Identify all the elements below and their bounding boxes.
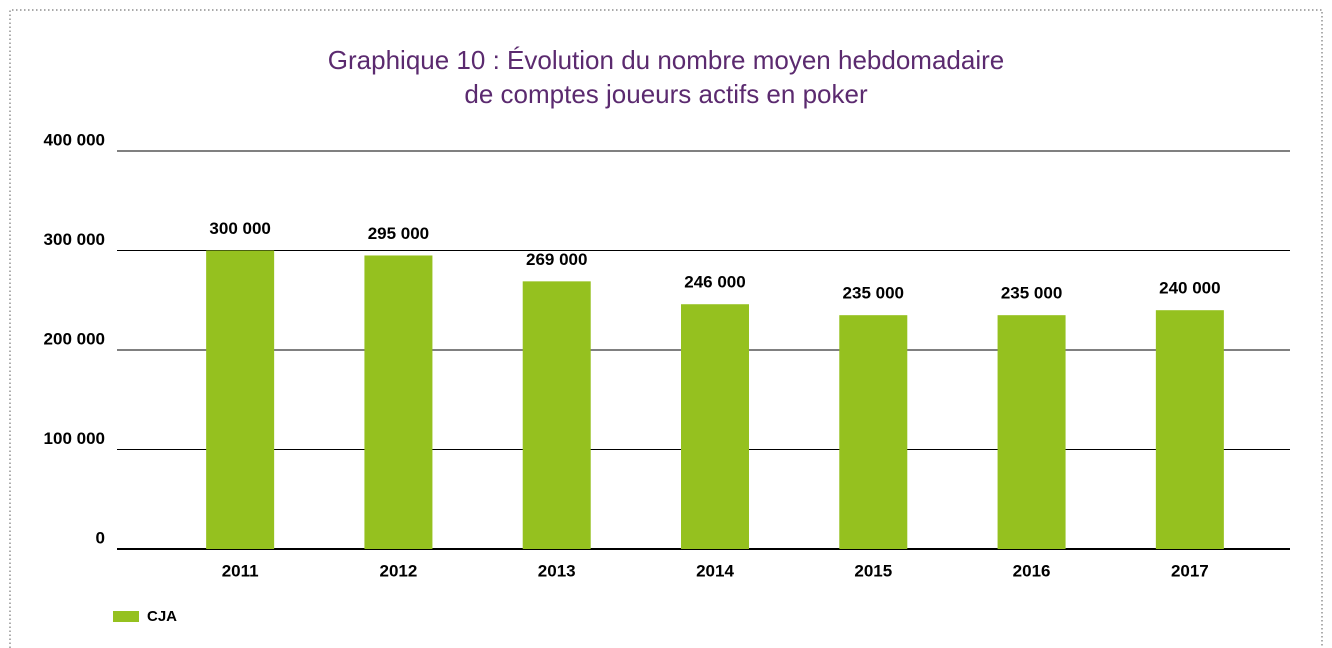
y-tick-label: 400 000: [44, 130, 105, 149]
x-tick-label: 2011: [222, 561, 259, 580]
x-tick-label: 2016: [1013, 561, 1051, 580]
x-tick-label: 2014: [696, 561, 734, 580]
y-tick-label: 100 000: [44, 429, 105, 448]
data-label: 235 000: [843, 284, 904, 303]
bar: [681, 304, 749, 549]
data-label: 295 000: [368, 224, 429, 243]
legend-label: CJA: [147, 608, 177, 625]
bar: [1155, 310, 1224, 549]
data-label: 269 000: [526, 250, 587, 269]
y-tick-label: 300 000: [44, 230, 105, 249]
data-label: 235 000: [1001, 284, 1062, 303]
frame: [9, 9, 1323, 648]
legend-swatch: [113, 611, 139, 622]
y-tick-label: 200 000: [44, 329, 105, 348]
data-label: 246 000: [684, 273, 745, 292]
data-label: 300 000: [209, 219, 270, 238]
chart-title: de comptes joueurs actifs en poker: [464, 79, 868, 109]
bar: [364, 255, 433, 549]
x-tick-label: 2017: [1171, 561, 1209, 580]
y-tick-label: 0: [96, 528, 105, 547]
x-tick-label: 2015: [854, 561, 892, 580]
x-tick-label: 2012: [380, 561, 418, 580]
chart-title: Graphique 10 : Évolution du nombre moyen…: [328, 45, 1004, 75]
bar: [997, 315, 1066, 549]
x-tick-label: 2013: [538, 561, 576, 580]
bar: [839, 315, 908, 549]
bar: [206, 250, 275, 549]
data-label: 240 000: [1159, 279, 1220, 298]
bar: [522, 281, 591, 549]
